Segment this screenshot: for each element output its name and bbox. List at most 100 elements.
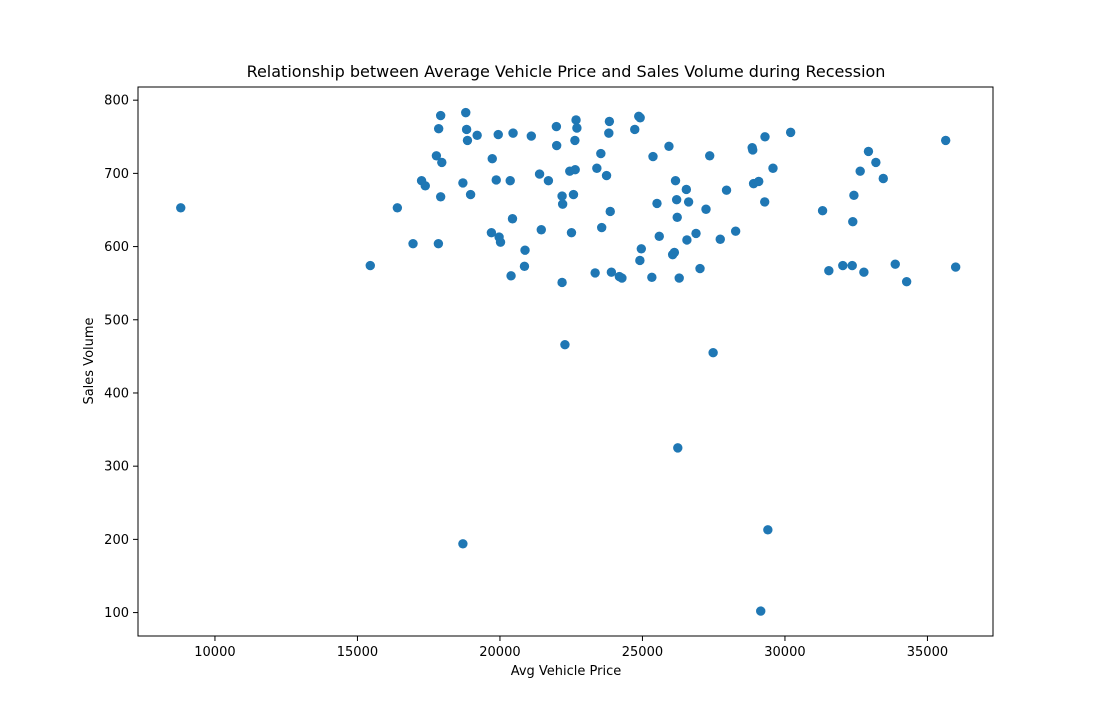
scatter-point — [461, 124, 472, 135]
scatter-point — [855, 166, 865, 176]
scatter-point — [848, 216, 858, 227]
scatter-point — [705, 151, 715, 161]
scatter-point — [940, 135, 951, 146]
scatter-point — [672, 212, 682, 222]
plot-frame — [137, 86, 994, 637]
scatter-point — [824, 266, 834, 276]
x-tick-label: 25000 — [622, 645, 663, 660]
scatter-point — [486, 227, 497, 238]
scatter-point — [462, 135, 473, 146]
y-tick-label: 700 — [104, 167, 129, 182]
scatter-point — [458, 539, 468, 549]
scatter-point — [560, 339, 570, 350]
scatter-point — [630, 124, 640, 135]
scatter-point — [673, 443, 683, 453]
scatter-point — [551, 121, 562, 132]
scatter-point — [543, 175, 554, 186]
scatter-point — [647, 272, 657, 283]
x-tick-label: 15000 — [337, 645, 378, 660]
scatter-point — [435, 192, 446, 202]
scatter-point — [635, 255, 645, 266]
scatter-point — [571, 115, 581, 125]
points-layer — [176, 107, 961, 616]
scatter-point — [508, 128, 518, 138]
scatter-point — [695, 263, 705, 274]
scatter-point — [721, 185, 732, 195]
scatter-point — [890, 259, 900, 269]
scatter-point — [760, 197, 770, 207]
scatter-point — [763, 525, 773, 535]
scatter-point — [715, 234, 725, 244]
scatter-point — [617, 273, 627, 283]
scatter-point — [431, 151, 442, 161]
x-tick-label: 30000 — [764, 645, 805, 660]
scatter-point — [506, 271, 516, 281]
scatter-point — [636, 244, 647, 254]
scatter-point — [590, 268, 600, 278]
scatter-point — [392, 203, 403, 213]
scatter-point — [674, 273, 684, 283]
scatter-point — [433, 124, 444, 134]
scatter-point — [507, 214, 518, 224]
scatter-point — [859, 267, 869, 277]
scatter-point — [601, 170, 612, 181]
x-axis-label: Avg Vehicle Price — [511, 664, 622, 679]
scatter-point — [652, 198, 662, 209]
scatter-point — [572, 123, 582, 133]
scatter-point — [557, 277, 567, 288]
scatter-point — [519, 261, 530, 272]
scatter-point — [671, 195, 682, 205]
scatter-point — [654, 231, 664, 242]
scatter-point — [557, 191, 567, 201]
scatter-point — [408, 238, 418, 249]
scatter-point — [596, 148, 606, 159]
scatter-point — [785, 127, 796, 138]
scatter-point — [568, 189, 579, 200]
scatter-point — [701, 204, 711, 214]
y-axis-label: Sales Volume — [82, 317, 97, 404]
scatter-point — [435, 110, 446, 121]
scatter-point — [604, 116, 615, 127]
scatter-point — [648, 151, 658, 162]
y-tick-label: 100 — [104, 606, 129, 621]
scatter-point — [756, 606, 766, 616]
scatter-point — [536, 225, 546, 235]
scatter-point — [682, 235, 692, 245]
scatter-point — [605, 206, 615, 217]
y-tick-label: 500 — [104, 313, 129, 328]
scatter-point — [849, 190, 859, 201]
scatter-point — [433, 238, 444, 249]
y-tick-label: 300 — [104, 460, 129, 475]
scatter-point — [592, 163, 602, 173]
scatter-point — [681, 184, 692, 195]
scatter-point — [838, 260, 848, 271]
scatter-point — [635, 113, 645, 123]
scatter-point — [566, 227, 577, 238]
scatter-point — [708, 348, 718, 358]
scatter-point — [505, 175, 515, 186]
scatter-point — [670, 175, 681, 186]
scatter-point — [683, 197, 694, 207]
scatter-point — [768, 163, 778, 173]
scatter-point — [748, 145, 758, 155]
scatter-point — [493, 129, 503, 140]
scatter-point — [847, 260, 857, 271]
scatter-point — [901, 277, 912, 287]
scatter-point — [760, 132, 770, 142]
scatter-point — [669, 247, 680, 258]
scatter-point — [950, 262, 961, 272]
scatter-point — [551, 140, 562, 151]
scatter-point — [461, 107, 471, 118]
scatter-point — [570, 165, 580, 175]
scatter-point — [863, 146, 874, 157]
scatter-point — [596, 222, 607, 233]
y-tick-label: 600 — [104, 240, 129, 255]
y-axis: 100 200 300 400 500 600 700 800 — [104, 94, 138, 621]
scatter-point — [664, 141, 674, 151]
scatter-point — [420, 181, 430, 191]
scatter-point — [465, 189, 476, 200]
x-axis: 10000 15000 20000 25000 30000 35000 — [194, 636, 948, 660]
scatter-point — [570, 135, 580, 146]
scatter-point — [487, 154, 497, 164]
scatter-point — [606, 267, 617, 277]
